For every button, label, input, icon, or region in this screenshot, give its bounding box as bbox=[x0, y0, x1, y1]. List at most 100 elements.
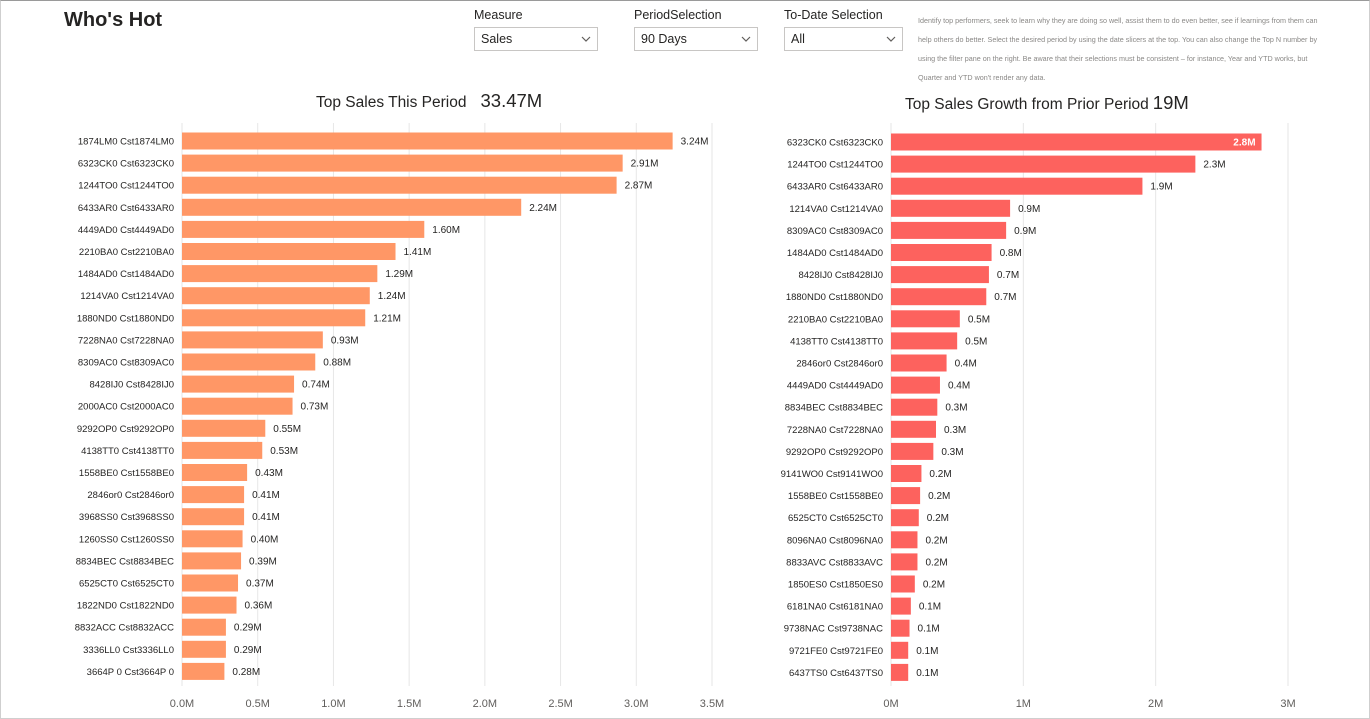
bar[interactable] bbox=[182, 309, 366, 327]
category-label: 6323CK0 Cst6323CK0 bbox=[78, 159, 174, 170]
category-label: 8309AC0 Cst8309AC0 bbox=[787, 226, 883, 237]
data-label: 0.1M bbox=[918, 624, 940, 635]
bar[interactable] bbox=[891, 597, 911, 615]
bar[interactable] bbox=[891, 376, 940, 394]
bar[interactable] bbox=[182, 574, 239, 592]
bar[interactable] bbox=[182, 662, 225, 680]
measure-dropdown-value: Sales bbox=[481, 32, 513, 46]
bar[interactable] bbox=[891, 641, 909, 659]
measure-dropdown[interactable]: Sales bbox=[474, 27, 598, 51]
bar[interactable] bbox=[182, 375, 295, 393]
category-label: 1214VA0 Cst1214VA0 bbox=[80, 291, 174, 302]
data-label: 0.1M bbox=[919, 602, 941, 613]
category-label: 1244TO0 Cst1244TO0 bbox=[78, 181, 174, 192]
category-label: 9141WO0 Cst9141WO0 bbox=[781, 469, 883, 480]
bar[interactable] bbox=[891, 354, 947, 372]
bar[interactable] bbox=[891, 288, 987, 306]
data-label: 0.9M bbox=[1018, 204, 1040, 215]
bar[interactable] bbox=[182, 243, 396, 260]
bar[interactable] bbox=[182, 464, 248, 481]
bar[interactable] bbox=[891, 177, 1143, 195]
bar[interactable] bbox=[891, 420, 936, 438]
data-label: 0.28M bbox=[232, 667, 260, 678]
bar[interactable] bbox=[182, 596, 237, 614]
bar[interactable] bbox=[891, 619, 910, 637]
todate-slicer-label: To-Date Selection bbox=[784, 8, 883, 22]
bar[interactable] bbox=[891, 398, 938, 416]
bar[interactable] bbox=[891, 266, 989, 284]
category-label: 8428IJ0 Cst8428IJ0 bbox=[798, 270, 883, 281]
data-label: 0.3M bbox=[941, 447, 963, 458]
bar[interactable] bbox=[182, 198, 522, 216]
bar[interactable] bbox=[182, 618, 226, 636]
bar[interactable] bbox=[182, 552, 242, 570]
category-label: 6323CK0 Cst6323CK0 bbox=[787, 138, 883, 149]
data-label: 1.21M bbox=[373, 313, 401, 324]
category-label: 2846or0 Cst2846or0 bbox=[796, 359, 883, 370]
bar[interactable] bbox=[891, 155, 1196, 173]
bar[interactable] bbox=[182, 154, 623, 172]
category-label: 3664P 0 Cst3664P 0 bbox=[87, 667, 174, 678]
x-tick-label: 2.5M bbox=[548, 698, 572, 710]
bar[interactable] bbox=[891, 310, 960, 328]
bar[interactable] bbox=[891, 221, 1007, 239]
bar[interactable] bbox=[182, 353, 316, 371]
bar[interactable] bbox=[891, 199, 1011, 217]
category-label: 1880ND0 Cst1880ND0 bbox=[786, 292, 883, 303]
bar[interactable] bbox=[891, 244, 992, 261]
bar[interactable] bbox=[891, 509, 919, 527]
x-tick-label: 2M bbox=[1148, 698, 1163, 710]
bar[interactable] bbox=[891, 133, 1262, 151]
bar[interactable] bbox=[182, 486, 245, 504]
category-label: 4138TT0 Cst4138TT0 bbox=[790, 336, 883, 347]
bar[interactable] bbox=[182, 287, 370, 305]
category-label: 8834BEC Cst8834BEC bbox=[785, 403, 883, 414]
todate-dropdown[interactable]: All bbox=[784, 27, 903, 51]
category-label: 2000AC0 Cst2000AC0 bbox=[78, 402, 174, 413]
bar[interactable] bbox=[182, 441, 263, 459]
bar[interactable] bbox=[182, 530, 243, 548]
category-label: 8832ACC Cst8832ACC bbox=[75, 623, 174, 634]
bar[interactable] bbox=[182, 176, 617, 194]
bar[interactable] bbox=[182, 265, 378, 283]
category-label: 1558BE0 Cst1558BE0 bbox=[79, 468, 174, 479]
bar[interactable] bbox=[891, 487, 921, 505]
data-label: 0.2M bbox=[925, 535, 947, 546]
category-label: 6433AR0 Cst6433AR0 bbox=[787, 182, 883, 193]
chevron-down-icon bbox=[886, 36, 896, 42]
bar[interactable] bbox=[891, 465, 922, 482]
bar[interactable] bbox=[182, 640, 226, 658]
category-label: 8096NA0 Cst8096NA0 bbox=[787, 535, 883, 546]
bar[interactable] bbox=[891, 663, 909, 681]
data-label: 0.55M bbox=[273, 424, 301, 435]
data-label: 2.24M bbox=[529, 203, 557, 214]
data-label: 0.43M bbox=[255, 468, 283, 479]
x-tick-label: 0M bbox=[883, 698, 898, 710]
category-label: 1484AD0 Cst1484AD0 bbox=[78, 269, 174, 280]
bar[interactable] bbox=[891, 332, 958, 350]
bar[interactable] bbox=[182, 220, 425, 238]
data-label: 0.40M bbox=[251, 534, 279, 545]
data-label: 2.87M bbox=[625, 181, 653, 192]
category-label: 6433AR0 Cst6433AR0 bbox=[78, 203, 174, 214]
bar[interactable] bbox=[182, 419, 266, 437]
chevron-down-icon bbox=[741, 36, 751, 42]
x-tick-label: 0.0M bbox=[170, 698, 194, 710]
bar[interactable] bbox=[891, 531, 918, 549]
bar[interactable] bbox=[182, 331, 323, 349]
x-tick-label: 2.0M bbox=[473, 698, 497, 710]
period-dropdown[interactable]: 90 Days bbox=[634, 27, 758, 51]
data-label: 2.3M bbox=[1203, 160, 1225, 171]
page-title: Who's Hot bbox=[64, 9, 163, 31]
data-label: 0.1M bbox=[916, 668, 938, 679]
category-label: 7228NA0 Cst7228NA0 bbox=[787, 425, 883, 436]
bar[interactable] bbox=[891, 575, 915, 593]
data-label: 0.2M bbox=[929, 469, 951, 480]
bar[interactable] bbox=[891, 553, 918, 571]
data-label: 0.7M bbox=[997, 270, 1019, 281]
bar[interactable] bbox=[182, 397, 293, 415]
category-label: 9721FE0 Cst9721FE0 bbox=[789, 646, 883, 657]
bar[interactable] bbox=[891, 442, 934, 460]
bar[interactable] bbox=[182, 132, 673, 150]
bar[interactable] bbox=[182, 508, 245, 526]
